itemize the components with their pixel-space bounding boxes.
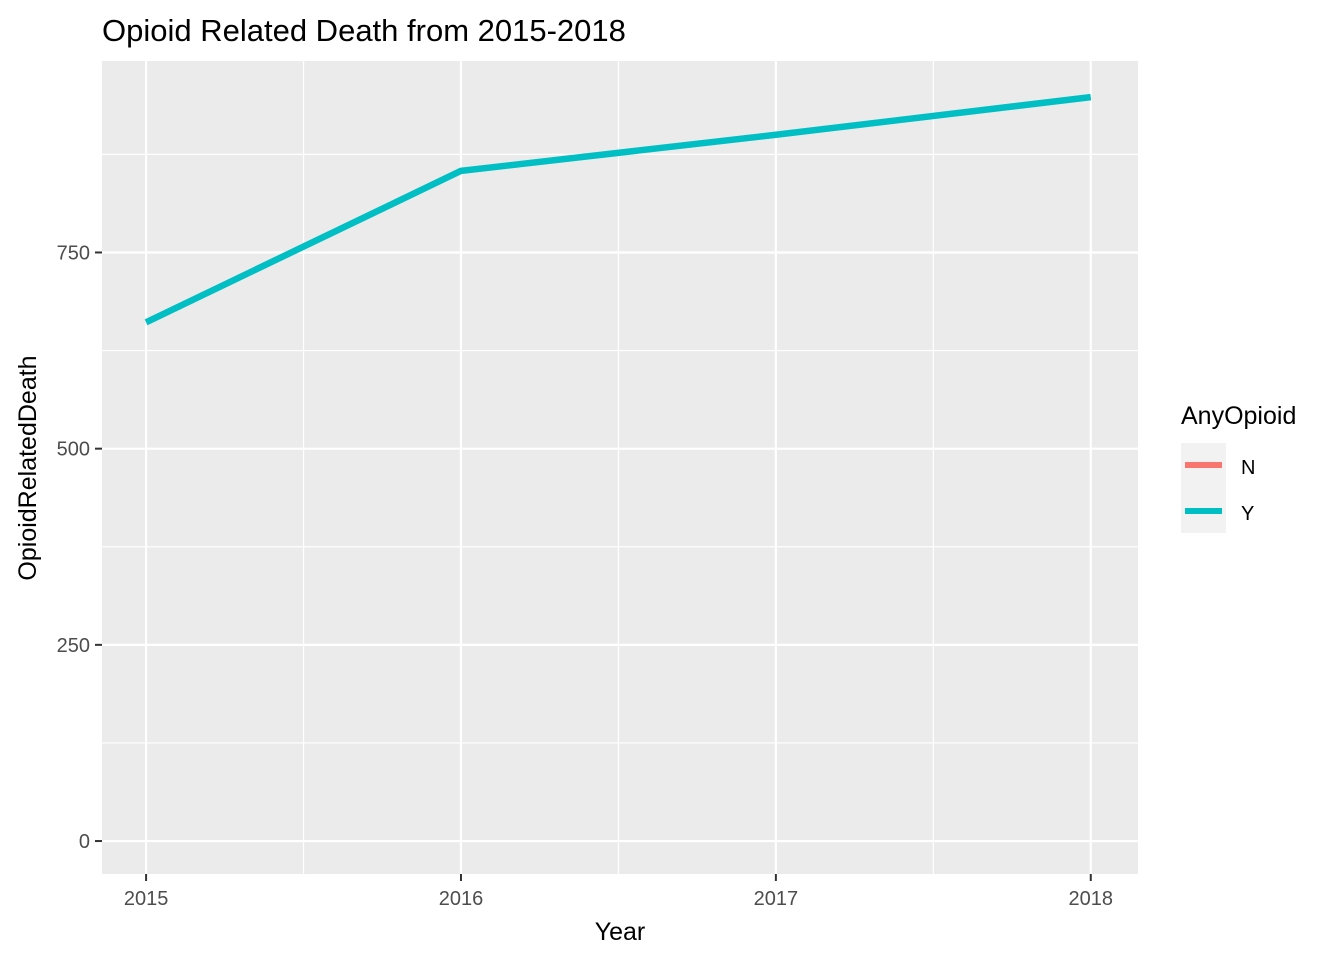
legend-title: AnyOpioid bbox=[1181, 402, 1296, 430]
plot-panel bbox=[102, 61, 1138, 874]
x-tick-label: 2015 bbox=[124, 888, 169, 910]
x-axis-title: Year bbox=[595, 918, 646, 946]
y-axis-title: OpioidRelatedDeath bbox=[14, 355, 42, 580]
y-tick-label: 750 bbox=[57, 242, 90, 264]
legend-label-n: N bbox=[1241, 457, 1255, 479]
series-layer bbox=[144, 93, 1092, 326]
x-tick-label: 2018 bbox=[1069, 888, 1114, 910]
x-tick-label: 2016 bbox=[439, 888, 484, 910]
legend: AnyOpioid N Y bbox=[1181, 402, 1296, 533]
legend-label-y: Y bbox=[1241, 503, 1254, 525]
chart-title: Opioid Related Death from 2015-2018 bbox=[102, 13, 626, 48]
x-axis: 2015 2016 2017 2018 bbox=[124, 874, 1113, 910]
y-tick-label: 500 bbox=[57, 439, 90, 461]
y-tick-label: 0 bbox=[79, 831, 90, 853]
series-line-y bbox=[144, 93, 1092, 326]
y-tick-label: 250 bbox=[57, 635, 90, 657]
y-axis: 0 250 500 750 bbox=[57, 242, 102, 853]
x-tick-label: 2017 bbox=[754, 888, 799, 910]
major-gridlines bbox=[102, 61, 1138, 874]
